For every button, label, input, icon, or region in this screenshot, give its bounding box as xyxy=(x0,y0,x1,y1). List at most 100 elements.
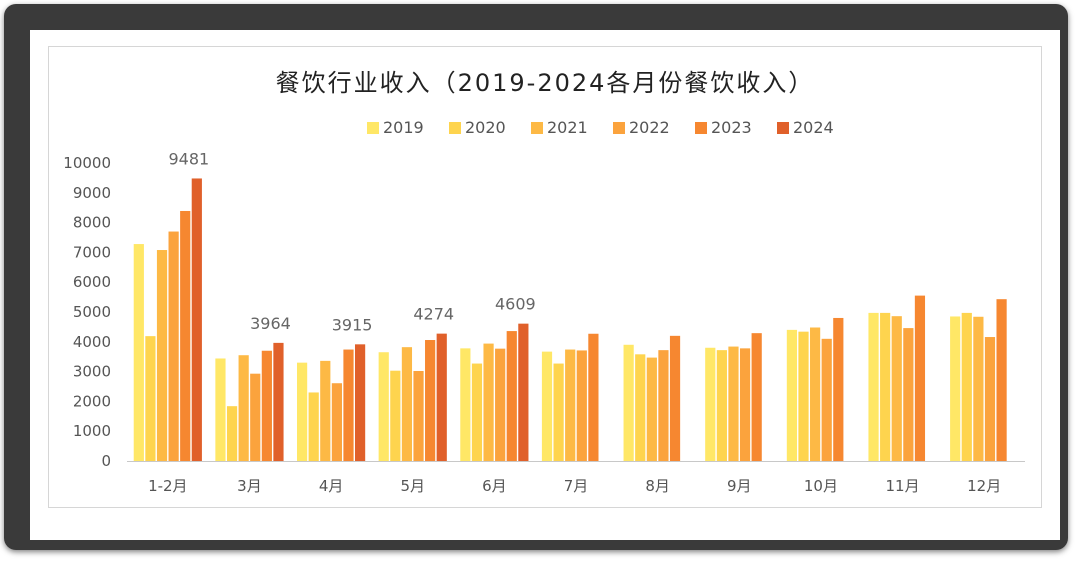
y-tick-label: 8000 xyxy=(73,214,111,232)
legend-swatch-2019 xyxy=(367,122,379,134)
y-tick-label: 3000 xyxy=(73,363,111,381)
bar-2022-5月 xyxy=(413,371,424,461)
x-tick-label: 7月 xyxy=(564,477,589,495)
bar-2019-10月 xyxy=(786,329,798,461)
x-tick-label: 11月 xyxy=(885,477,919,495)
bar-2021-7月 xyxy=(565,349,576,461)
bar-2019-9月 xyxy=(705,347,716,461)
x-tick-label: 6月 xyxy=(482,477,507,495)
y-tick-label: 10000 xyxy=(63,154,111,172)
y-tick-label: 6000 xyxy=(73,273,111,291)
bar-2023-1-2月 xyxy=(180,210,191,461)
y-tick-label: 9000 xyxy=(73,184,111,202)
bar-2023-9月 xyxy=(751,333,762,461)
bar-2022-3月 xyxy=(250,373,261,461)
bar-2021-11月 xyxy=(891,316,902,461)
bar-2019-3月 xyxy=(215,358,226,461)
y-tick-label: 7000 xyxy=(73,243,111,261)
bar-2020-3月 xyxy=(226,406,238,461)
bar-2022-6月 xyxy=(495,348,506,461)
legend-swatch-2020 xyxy=(449,122,461,134)
x-axis: 1-2月 3月 4月 5月 6月 7月 8月 9月 10月 11月 12月 xyxy=(127,461,1025,495)
bar-2023-6月 xyxy=(506,331,517,461)
legend-label-2019: 2019 xyxy=(383,118,424,137)
data-label-1-2月: 9481 xyxy=(168,149,209,168)
y-tick-label: 4000 xyxy=(73,333,111,351)
bar-2020-1-2月 xyxy=(145,336,156,461)
screen: 餐饮行业收入（2019-2024各月份餐饮收入） 2019 2020 2021 202… xyxy=(30,30,1060,540)
bar-2019-11月 xyxy=(868,312,879,461)
bar-2021-5月 xyxy=(401,347,413,461)
x-tick-label: 1-2月 xyxy=(148,477,188,495)
chart-area: 餐饮行业收入（2019-2024各月份餐饮收入） 2019 2020 2021 202… xyxy=(48,46,1042,508)
bar-2020-4月 xyxy=(308,392,319,461)
bar-2022-1-2月 xyxy=(168,231,179,461)
bar-2024-4月 xyxy=(354,344,366,461)
bar-2019-1-2月 xyxy=(133,244,144,461)
bar-2020-6月 xyxy=(471,363,483,461)
bar-2021-4月 xyxy=(320,360,331,461)
bar-2022-7月 xyxy=(576,350,587,461)
legend-label-2022: 2022 xyxy=(629,118,670,137)
x-tick-label: 10月 xyxy=(804,477,838,495)
bar-2022-8月 xyxy=(658,350,669,461)
bar-2022-12月 xyxy=(984,337,996,461)
x-tick-label: 12月 xyxy=(967,477,1001,495)
y-tick-label: 2000 xyxy=(73,392,111,410)
bar-2020-11月 xyxy=(880,312,891,461)
bar-2021-3月 xyxy=(238,355,249,461)
bar-2023-4月 xyxy=(343,349,354,461)
bars xyxy=(133,178,1007,462)
bar-2022-11月 xyxy=(903,328,914,461)
x-tick-label: 3月 xyxy=(237,477,262,495)
x-tick-label: 5月 xyxy=(400,477,425,495)
legend-label-2024: 2024 xyxy=(793,118,834,137)
bar-2023-11月 xyxy=(914,295,926,461)
data-label-6月: 4609 xyxy=(495,295,536,314)
legend-swatch-2022 xyxy=(613,122,625,134)
legend-label-2020: 2020 xyxy=(465,118,506,137)
bar-2022-9月 xyxy=(739,348,751,461)
legend-swatch-2024 xyxy=(777,122,789,134)
bar-2019-8月 xyxy=(623,344,634,461)
bar-2023-12月 xyxy=(996,299,1007,461)
bar-2020-12月 xyxy=(961,312,972,461)
bar-2021-8月 xyxy=(646,357,657,461)
bar-2024-6月 xyxy=(518,323,529,461)
data-labels: 9481 3964 3915 4274 4609 xyxy=(168,149,535,334)
bar-2022-10月 xyxy=(821,338,832,461)
bar-2021-1-2月 xyxy=(156,250,168,461)
legend-swatch-2021 xyxy=(531,122,543,134)
data-label-3月: 3964 xyxy=(250,314,291,333)
legend-label-2023: 2023 xyxy=(711,118,752,137)
device-frame: 餐饮行业收入（2019-2024各月份餐饮收入） 2019 2020 2021 202… xyxy=(4,4,1068,550)
bar-2023-10月 xyxy=(833,317,844,461)
data-label-5月: 4274 xyxy=(413,305,454,324)
legend: 2019 2020 2021 2022 2023 2024 xyxy=(367,118,834,137)
bar-2023-3月 xyxy=(261,350,272,461)
y-axis: 0 1000 2000 3000 4000 5000 6000 7000 8000 9000 100… xyxy=(63,154,111,470)
bar-2021-12月 xyxy=(973,316,984,461)
bar-2020-5月 xyxy=(390,370,401,461)
bar-2024-5月 xyxy=(436,333,447,461)
bar-2024-3月 xyxy=(273,342,284,461)
bar-2023-8月 xyxy=(669,335,681,461)
legend-label-2021: 2021 xyxy=(547,118,588,137)
x-tick-label: 8月 xyxy=(645,477,670,495)
bar-2022-4月 xyxy=(331,383,342,461)
chart-svg: 餐饮行业收入（2019-2024各月份餐饮收入） 2019 2020 2021 202… xyxy=(63,69,1025,495)
legend-swatch-2023 xyxy=(695,122,707,134)
bar-2019-7月 xyxy=(541,351,553,461)
y-tick-label: 1000 xyxy=(73,422,111,440)
bar-2019-6月 xyxy=(460,348,471,461)
bar-2019-12月 xyxy=(950,316,961,461)
bar-2020-7月 xyxy=(553,363,564,461)
bar-2024-1-2月 xyxy=(191,178,202,462)
bar-2023-5月 xyxy=(425,340,436,461)
bar-2020-8月 xyxy=(635,354,646,461)
bar-2021-9月 xyxy=(728,346,739,461)
bar-2023-7月 xyxy=(588,333,599,461)
x-tick-label: 9月 xyxy=(727,477,752,495)
bar-2019-4月 xyxy=(296,362,308,461)
chart-title: 餐饮行业收入（2019-2024各月份餐饮收入） xyxy=(276,69,815,97)
